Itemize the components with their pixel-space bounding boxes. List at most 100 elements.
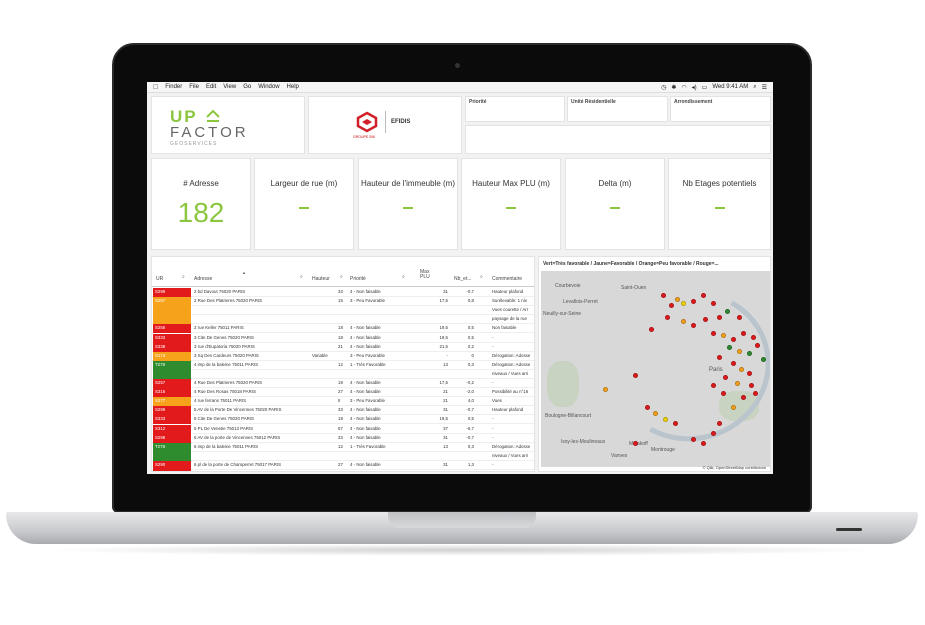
filter-unite-residentielle[interactable]: Unité Résidentielle <box>567 96 668 122</box>
table-row[interactable]: S174 3 Sq Des Cardeurs 75020 PARIS Variabl… <box>152 351 534 361</box>
map-marker[interactable] <box>711 431 716 436</box>
map-marker[interactable] <box>691 437 696 442</box>
battery-icon[interactable]: ▭ <box>701 84 708 91</box>
map-marker[interactable] <box>717 421 722 426</box>
table-row[interactable]: S277 4 rue ferrans 75011 PARIS 9 3 - Peu Fa… <box>152 397 534 407</box>
map-marker[interactable] <box>675 297 680 302</box>
map-marker[interactable] <box>739 367 744 372</box>
menu-view[interactable]: View <box>218 84 236 90</box>
map-marker[interactable] <box>661 293 666 298</box>
map-marker[interactable] <box>711 331 716 336</box>
search-icon[interactable]: ⌕ <box>182 274 185 280</box>
wifi-icon[interactable]: ◠ <box>681 84 687 91</box>
table-row[interactable]: S312 5 PL De Venetie 75013 PARIS 57 4 - Non… <box>152 424 534 434</box>
map-marker[interactable] <box>735 381 740 386</box>
menu-finder[interactable]: Finder <box>160 84 182 90</box>
menu-file[interactable]: File <box>184 84 199 90</box>
table-row[interactable]: T278 6 imp de la baleine 75011 PARIS 12 1 -… <box>152 442 534 452</box>
map-marker[interactable] <box>731 361 736 366</box>
table-row[interactable]: S299 2 bd Davout 75020 PARIS 33 4 - Non fai… <box>152 288 534 297</box>
map-marker[interactable] <box>747 371 752 376</box>
map-marker[interactable] <box>731 405 736 410</box>
sort-asc-icon[interactable]: ▲ <box>242 270 246 275</box>
col-hauteur[interactable]: Hauteur <box>312 276 330 282</box>
map-marker[interactable] <box>725 309 730 314</box>
map-marker[interactable] <box>703 317 708 322</box>
col-priorite[interactable]: Priorité <box>350 276 366 282</box>
table-row[interactable]: S333 5 Cite De Genes 75020 PARIS 18 4 - Non… <box>152 415 534 425</box>
search-icon[interactable]: ⌕ <box>300 274 303 280</box>
col-commentaire[interactable]: Commentaire <box>492 276 523 282</box>
table-row[interactable]: paysage de la rue <box>152 315 534 325</box>
map-marker[interactable] <box>741 331 746 336</box>
map-marker[interactable] <box>701 293 706 298</box>
col-max-plu[interactable]: Max PLU <box>420 269 430 280</box>
table-row[interactable]: niveaux / Vues arri <box>152 369 534 379</box>
map-marker[interactable] <box>645 405 650 410</box>
table-row[interactable]: S299 5 AV de la Porte De Vincennes 75020 … <box>152 406 534 416</box>
table-row[interactable]: S298 6 AV de la porte de Vincennes 75012 … <box>152 433 534 443</box>
map-marker[interactable] <box>717 315 722 320</box>
map-marker[interactable] <box>663 417 668 422</box>
map-marker[interactable] <box>727 345 732 350</box>
map-marker[interactable] <box>717 355 722 360</box>
map-marker[interactable] <box>721 391 726 396</box>
map-marker[interactable] <box>603 387 608 392</box>
clock[interactable]: Wed 9:41 AM <box>712 84 749 90</box>
clock-history-icon[interactable]: ◷ <box>661 84 667 91</box>
search-icon[interactable]: ⌕ <box>480 274 483 280</box>
table-row[interactable]: S316 4 Rue Des Rosas 75018 PARIS 27 4 - Non… <box>152 388 534 398</box>
map-marker[interactable] <box>701 441 706 446</box>
map-marker[interactable] <box>633 373 638 378</box>
table-row[interactable]: S256 2 rue Keller 75011 PARIS 18 4 - Non fa… <box>152 324 534 334</box>
map-marker[interactable] <box>753 391 758 396</box>
map-marker[interactable] <box>723 375 728 380</box>
map-marker[interactable] <box>711 301 716 306</box>
table-row[interactable]: S257 4 Rue Des Platrieres 75020 PARIS 18 4 … <box>152 379 534 388</box>
apple-icon[interactable]:  <box>153 84 158 91</box>
spotlight-icon[interactable]: ⌕ <box>753 83 757 90</box>
map-marker[interactable] <box>761 357 766 362</box>
map-marker[interactable] <box>681 319 686 324</box>
map-marker[interactable] <box>741 395 746 400</box>
table-row[interactable]: S2886 Rue Des Favorites 75015 PARIS 21 4 -… <box>152 470 534 471</box>
map-marker[interactable] <box>691 323 696 328</box>
search-icon[interactable]: ⌕ <box>340 274 343 280</box>
table-row[interactable]: S257 2 Rue Des Platrieres 75020 PARIS 15 3 … <box>152 297 534 307</box>
menu-window[interactable]: Window <box>252 84 279 90</box>
map-canvas[interactable]: Courbevoie Levallois-Perret Saint-Ouen N… <box>541 271 770 467</box>
map-marker[interactable] <box>681 301 686 306</box>
map-marker[interactable] <box>633 441 638 446</box>
map-marker[interactable] <box>691 299 696 304</box>
map-marker[interactable] <box>747 351 752 356</box>
volume-icon[interactable]: ◂) <box>691 84 697 91</box>
map-marker[interactable] <box>749 383 754 388</box>
notification-center-icon[interactable]: ☰ <box>761 84 767 91</box>
col-adresse[interactable]: Adresse <box>194 276 213 282</box>
table-row[interactable]: S338 3 rue d'Eupatoria 75020 PARIS 21 4 - N… <box>152 342 534 352</box>
table-row[interactable]: niveaux / Vues arri <box>152 451 534 461</box>
col-ur[interactable]: UR <box>156 276 164 282</box>
map-marker[interactable] <box>673 421 678 426</box>
col-nb-etages[interactable]: Nb_et... <box>454 276 472 282</box>
table-row[interactable]: Vues courette / Arr <box>152 306 534 316</box>
map-marker[interactable] <box>755 343 760 348</box>
table-row[interactable]: T278 4 imp de la baleine 75011 PARIS 12 1 -… <box>152 360 534 370</box>
map-marker[interactable] <box>731 337 736 342</box>
table-row[interactable]: S333 3 Cite De Genes 75020 PARIS 18 4 - Non… <box>152 333 534 343</box>
menu-help[interactable]: Help <box>281 84 299 90</box>
map-attribution[interactable]: © Qlik, OpenStreetMap contributors <box>702 465 766 470</box>
filter-selection-area[interactable] <box>465 125 771 154</box>
map-marker[interactable] <box>649 327 654 332</box>
bluetooth-icon[interactable]: ✱ <box>671 84 677 91</box>
map-marker[interactable] <box>751 335 756 340</box>
menu-edit[interactable]: Edit <box>200 84 216 90</box>
filter-arrondissement[interactable]: Arrondissement <box>670 96 771 122</box>
menu-go[interactable]: Go <box>237 84 251 90</box>
map-marker[interactable] <box>653 411 658 416</box>
map-marker[interactable] <box>737 349 742 354</box>
map-marker[interactable] <box>721 333 726 338</box>
map-marker[interactable] <box>711 383 716 388</box>
table-row[interactable]: S290 6 pl de la porte de Champerret 75017… <box>152 460 534 470</box>
map-marker[interactable] <box>665 315 670 320</box>
